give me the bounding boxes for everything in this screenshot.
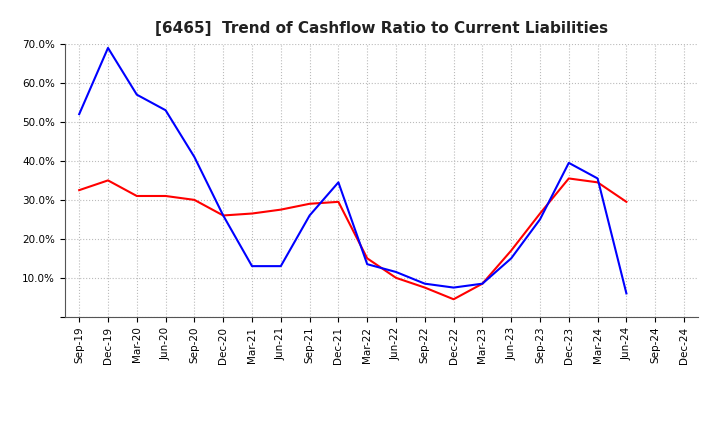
Free CF to Current Liabilities [305, 213, 314, 218]
Legend: Operating CF to Current Liabilities, Free CF to Current Liabilities: Operating CF to Current Liabilities, Fre… [141, 437, 622, 440]
Free CF to Current Liabilities [593, 176, 602, 181]
Free CF to Current Liabilities [161, 108, 170, 113]
Free CF to Current Liabilities [507, 256, 516, 261]
Operating CF to Current Liabilities [104, 178, 112, 183]
Free CF to Current Liabilities [190, 154, 199, 160]
Free CF to Current Liabilities [219, 213, 228, 218]
Operating CF to Current Liabilities [219, 213, 228, 218]
Operating CF to Current Liabilities [507, 248, 516, 253]
Free CF to Current Liabilities [248, 264, 256, 269]
Operating CF to Current Liabilities [161, 193, 170, 198]
Free CF to Current Liabilities [132, 92, 141, 97]
Free CF to Current Liabilities [478, 281, 487, 286]
Operating CF to Current Liabilities [392, 275, 400, 280]
Operating CF to Current Liabilities [248, 211, 256, 216]
Operating CF to Current Liabilities [478, 281, 487, 286]
Operating CF to Current Liabilities [593, 180, 602, 185]
Free CF to Current Liabilities [334, 180, 343, 185]
Operating CF to Current Liabilities [536, 211, 544, 216]
Line: Free CF to Current Liabilities: Free CF to Current Liabilities [79, 48, 626, 293]
Free CF to Current Liabilities [420, 281, 429, 286]
Operating CF to Current Liabilities [622, 199, 631, 205]
Operating CF to Current Liabilities [75, 187, 84, 193]
Operating CF to Current Liabilities [420, 285, 429, 290]
Free CF to Current Liabilities [564, 160, 573, 165]
Title: [6465]  Trend of Cashflow Ratio to Current Liabilities: [6465] Trend of Cashflow Ratio to Curren… [155, 21, 608, 36]
Operating CF to Current Liabilities [132, 193, 141, 198]
Free CF to Current Liabilities [449, 285, 458, 290]
Free CF to Current Liabilities [622, 291, 631, 296]
Operating CF to Current Liabilities [190, 197, 199, 202]
Operating CF to Current Liabilities [334, 199, 343, 205]
Free CF to Current Liabilities [276, 264, 285, 269]
Free CF to Current Liabilities [75, 111, 84, 117]
Operating CF to Current Liabilities [276, 207, 285, 212]
Operating CF to Current Liabilities [449, 297, 458, 302]
Free CF to Current Liabilities [104, 45, 112, 51]
Operating CF to Current Liabilities [305, 201, 314, 206]
Free CF to Current Liabilities [536, 217, 544, 222]
Line: Operating CF to Current Liabilities: Operating CF to Current Liabilities [79, 179, 626, 299]
Operating CF to Current Liabilities [363, 256, 372, 261]
Free CF to Current Liabilities [392, 269, 400, 275]
Operating CF to Current Liabilities [564, 176, 573, 181]
Free CF to Current Liabilities [363, 261, 372, 267]
